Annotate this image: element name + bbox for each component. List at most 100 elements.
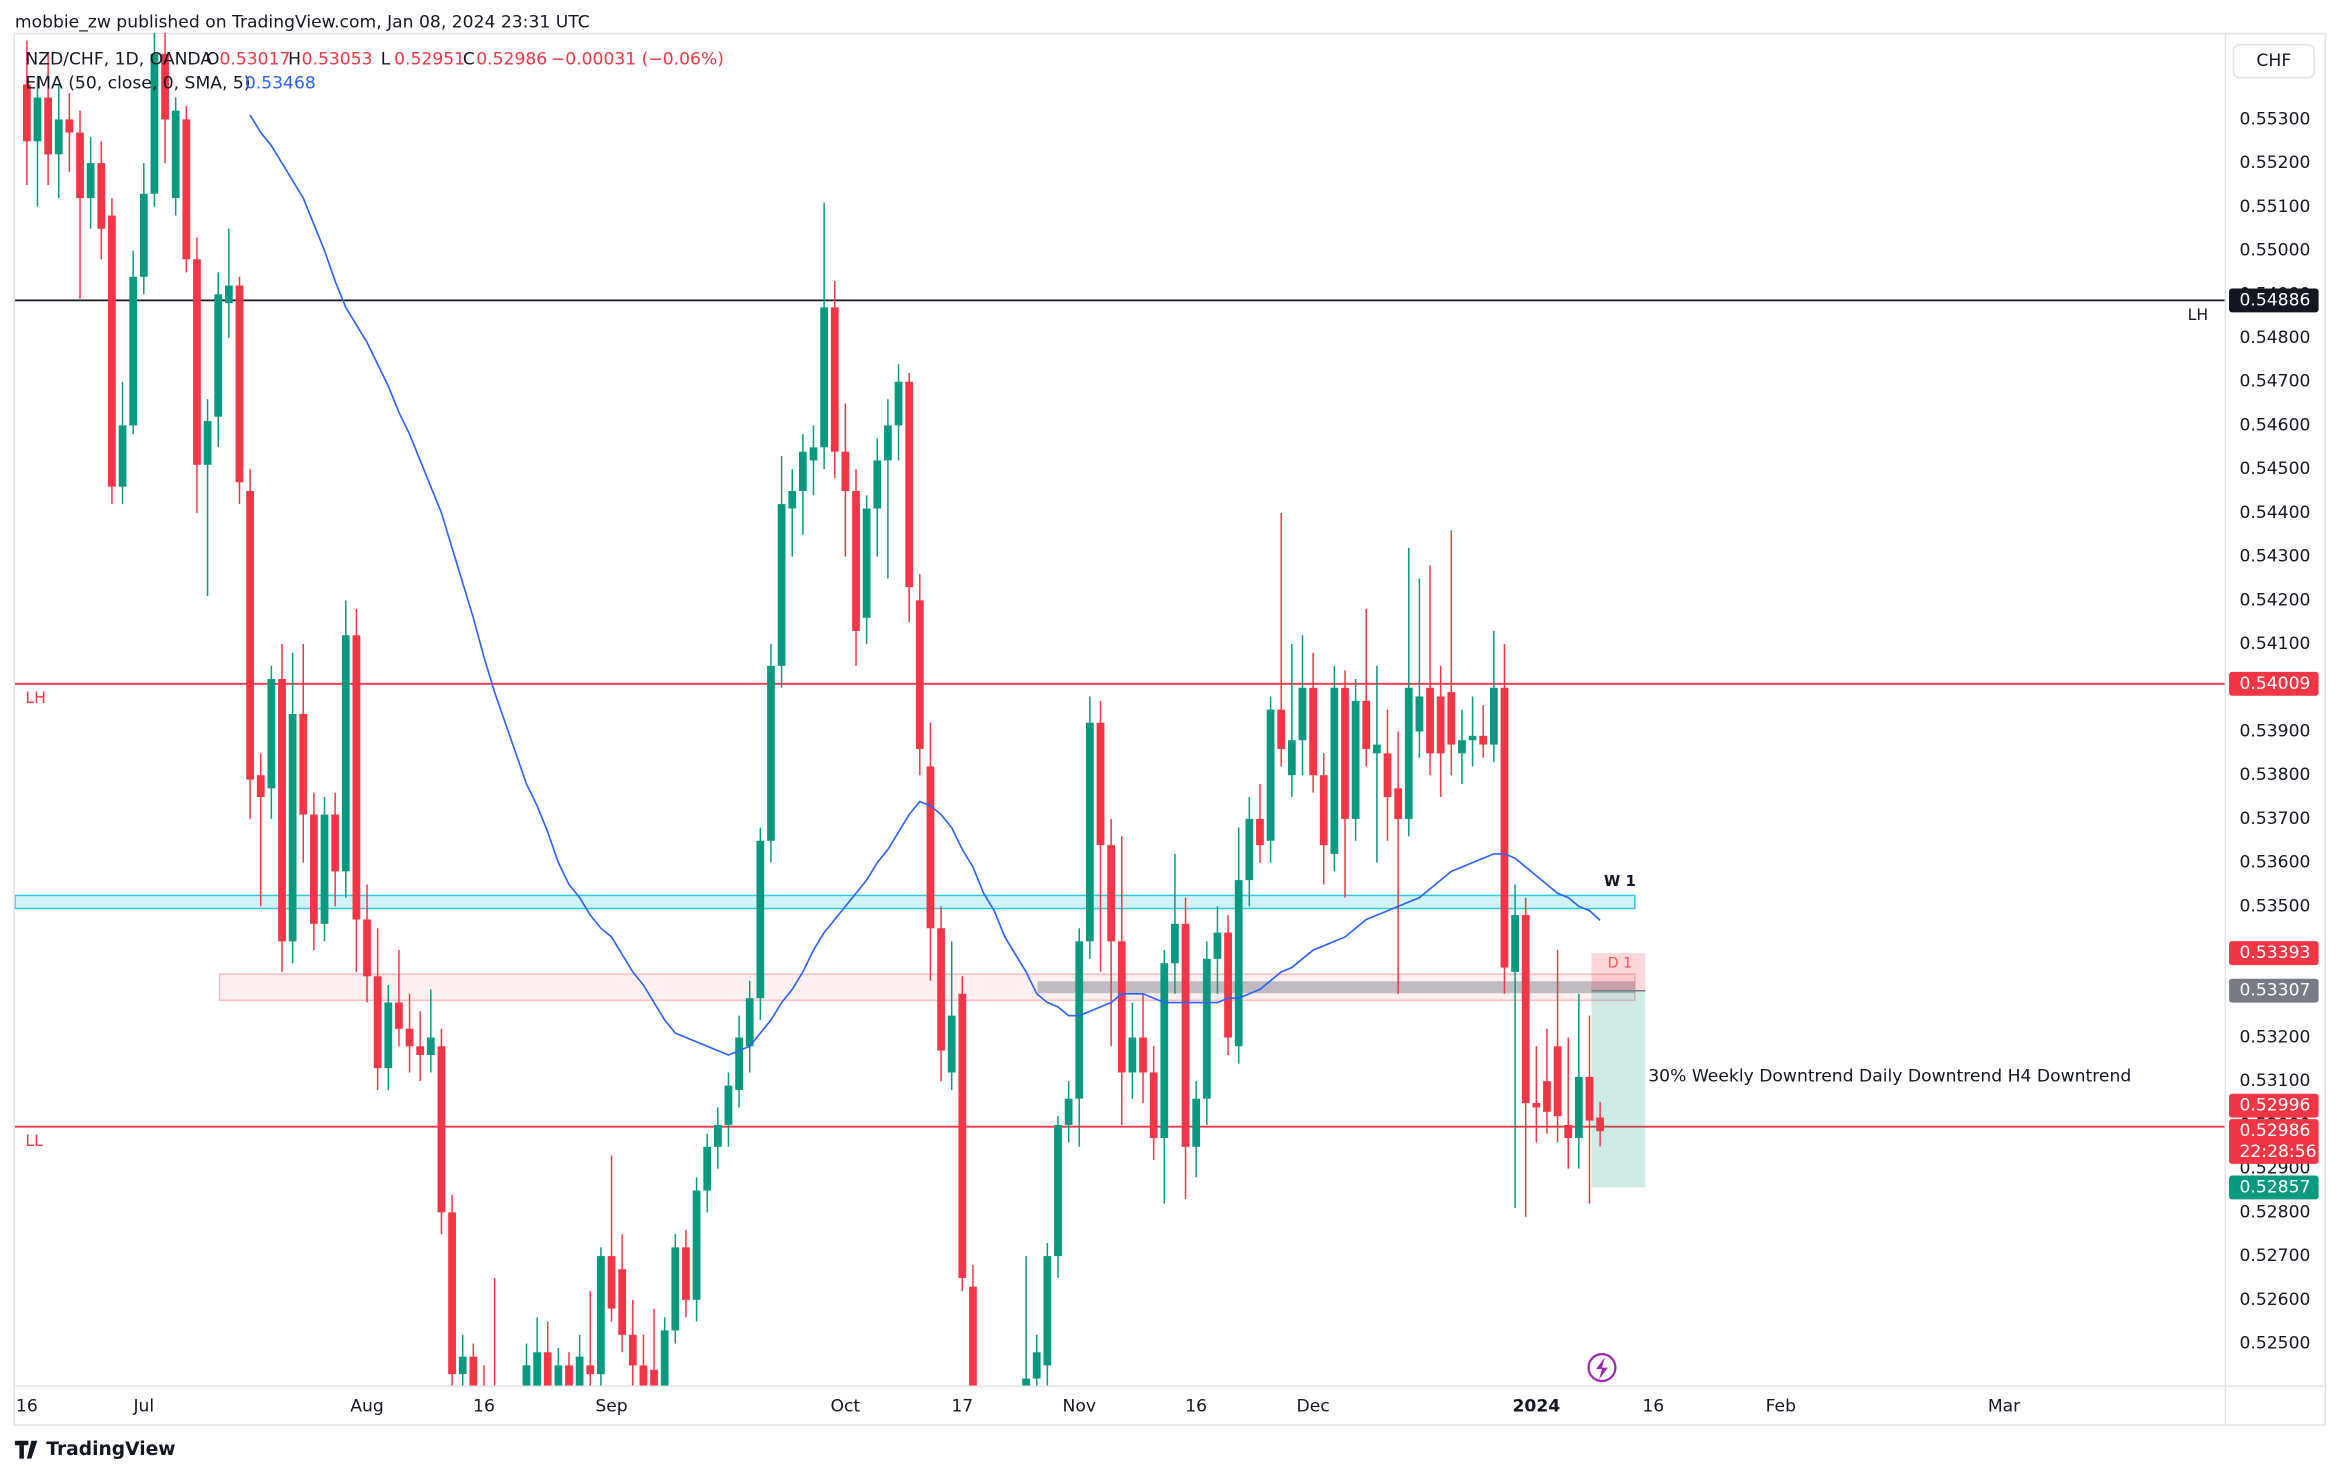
candle-body	[448, 1212, 456, 1375]
x-tick-label: Oct	[831, 1396, 861, 1416]
y-tick-label: 0.53200	[2239, 1028, 2310, 1048]
brand: TradingView	[46, 1439, 175, 1460]
candle-body	[958, 993, 967, 1278]
x-tick-label: 16	[16, 1396, 38, 1416]
tradingview-logo	[14, 1440, 38, 1459]
candle-body	[299, 713, 308, 815]
x-tick-label: Jul	[132, 1396, 154, 1416]
candle-body	[44, 97, 53, 155]
legend-ema: EMA (50, close, 0, SMA, 5)	[25, 74, 250, 94]
x-tick-label: Sep	[595, 1396, 627, 1416]
candle-body	[575, 1356, 584, 1386]
price-tag-label: 0.52857	[2239, 1177, 2310, 1197]
y-tick-label: 0.55300	[2239, 109, 2310, 129]
candle-body	[1054, 1124, 1062, 1257]
candle-body	[139, 193, 148, 277]
candle-body	[1543, 1081, 1551, 1112]
currency-button[interactable]	[2232, 44, 2315, 79]
candle-body	[830, 307, 839, 452]
x-tick-label: 16	[473, 1396, 495, 1416]
candle-body	[1213, 932, 1222, 959]
y-tick-label: 0.52800	[2239, 1202, 2310, 1222]
candle-body	[86, 163, 95, 199]
x-tick-label: Dec	[1297, 1396, 1330, 1416]
candle-body	[852, 491, 860, 631]
candle-body	[660, 1330, 669, 1386]
candle-body	[1160, 963, 1169, 1139]
candle-body	[1234, 880, 1243, 1047]
candle-body	[671, 1247, 680, 1331]
candle-body	[256, 775, 265, 798]
candle-body	[809, 447, 818, 461]
legend-value: 0.53017	[219, 50, 290, 70]
candle-body	[22, 84, 31, 142]
ema-line	[249, 114, 1601, 1056]
price-tag-label: 0.53393	[2239, 943, 2310, 963]
zone-label: W 1	[1604, 872, 1636, 890]
legend-symbol: NZD/CHF, 1D, OANDA	[25, 50, 212, 70]
candle-body	[1458, 740, 1466, 754]
candle-body	[841, 451, 850, 492]
candle-body	[224, 285, 233, 304]
x-tick-label: 16	[1185, 1396, 1207, 1416]
candle-body	[969, 1286, 977, 1386]
line-label: LH	[25, 688, 45, 707]
y-tick-label: 0.55000	[2239, 241, 2310, 261]
candle-body	[618, 1269, 627, 1335]
candle-body	[1171, 923, 1179, 964]
candle-body	[171, 110, 180, 199]
candle-body	[1436, 696, 1445, 754]
candle-body	[745, 998, 754, 1047]
y-tick-label: 0.54700	[2239, 372, 2310, 392]
candle-body	[937, 928, 945, 1051]
candle-body	[1256, 818, 1264, 846]
candle-body	[416, 1046, 425, 1055]
candle-body	[1202, 958, 1211, 1099]
candle-body	[1564, 1124, 1573, 1139]
candle-body	[1468, 735, 1477, 741]
candle-body	[692, 1190, 701, 1300]
candle-body	[54, 119, 63, 155]
legend-key: C	[463, 50, 475, 70]
candle-body	[437, 1046, 446, 1213]
y-tick-label: 0.54600	[2239, 415, 2310, 435]
price-tag-label: 0.54886	[2239, 290, 2310, 310]
candle-body	[373, 976, 382, 1069]
candle-body	[1075, 941, 1084, 1099]
price-tag-label: 0.52986	[2239, 1121, 2310, 1141]
legend-value: 0.53053	[302, 50, 373, 70]
x-tick-label: 16	[1642, 1396, 1664, 1416]
y-tick-label: 0.52500	[2239, 1334, 2310, 1354]
candle-body	[214, 294, 223, 417]
price-tag	[2229, 1119, 2319, 1164]
candle-body	[469, 1356, 478, 1386]
price-tag-label: 0.54009	[2239, 674, 2310, 694]
candle-body	[1585, 1076, 1594, 1121]
currency[interactable]: CHF	[2256, 51, 2291, 71]
legend-key: L	[381, 50, 391, 70]
y-tick-label: 0.53500	[2239, 896, 2310, 916]
candle-body	[862, 508, 871, 618]
x-tick-label: Mar	[1988, 1396, 2021, 1416]
y-tick-label: 0.54100	[2239, 634, 2310, 654]
line-label: LH	[2188, 305, 2209, 324]
candle-body	[607, 1256, 616, 1309]
candle-body	[1266, 709, 1275, 841]
zone-band	[1037, 981, 1635, 994]
candle-body	[1224, 932, 1232, 1038]
candle-body	[1447, 692, 1456, 745]
legend-value: 0.52951	[394, 50, 465, 70]
candle-body	[320, 814, 329, 924]
candle-body	[894, 381, 903, 426]
candle-body	[235, 285, 244, 483]
alert-icon[interactable]	[1587, 1353, 1617, 1383]
candle-body	[1107, 845, 1116, 942]
candle-body	[1181, 923, 1190, 1147]
candle-body	[682, 1247, 690, 1300]
candle-body	[756, 840, 765, 999]
candle-body	[76, 132, 84, 199]
position-reward	[1591, 990, 1646, 1188]
y-tick-label: 0.53900	[2239, 721, 2310, 741]
candle-body	[713, 1124, 722, 1147]
candle-body	[820, 307, 829, 448]
